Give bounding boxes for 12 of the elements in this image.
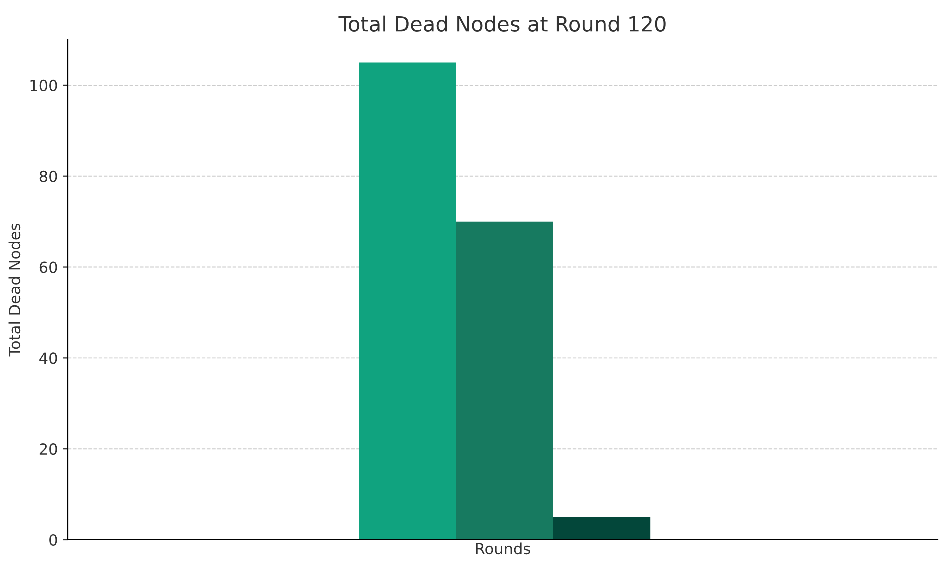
- bar: [359, 62, 456, 540]
- y-tick-label: 40: [40, 352, 58, 364]
- x-axis-title: Rounds: [476, 542, 530, 555]
- y-tick-label: 80: [40, 170, 58, 182]
- y-axis-title: Total Dead Nodes: [8, 224, 21, 357]
- bar: [456, 222, 554, 540]
- bar: [553, 517, 651, 540]
- y-tick-label: 0: [50, 534, 58, 546]
- chart-title: Total Dead Nodes at Round 120: [338, 16, 666, 32]
- y-tick-label: 20: [40, 444, 58, 456]
- y-tick-label: 60: [40, 262, 58, 274]
- y-tick-label: 100: [30, 80, 58, 92]
